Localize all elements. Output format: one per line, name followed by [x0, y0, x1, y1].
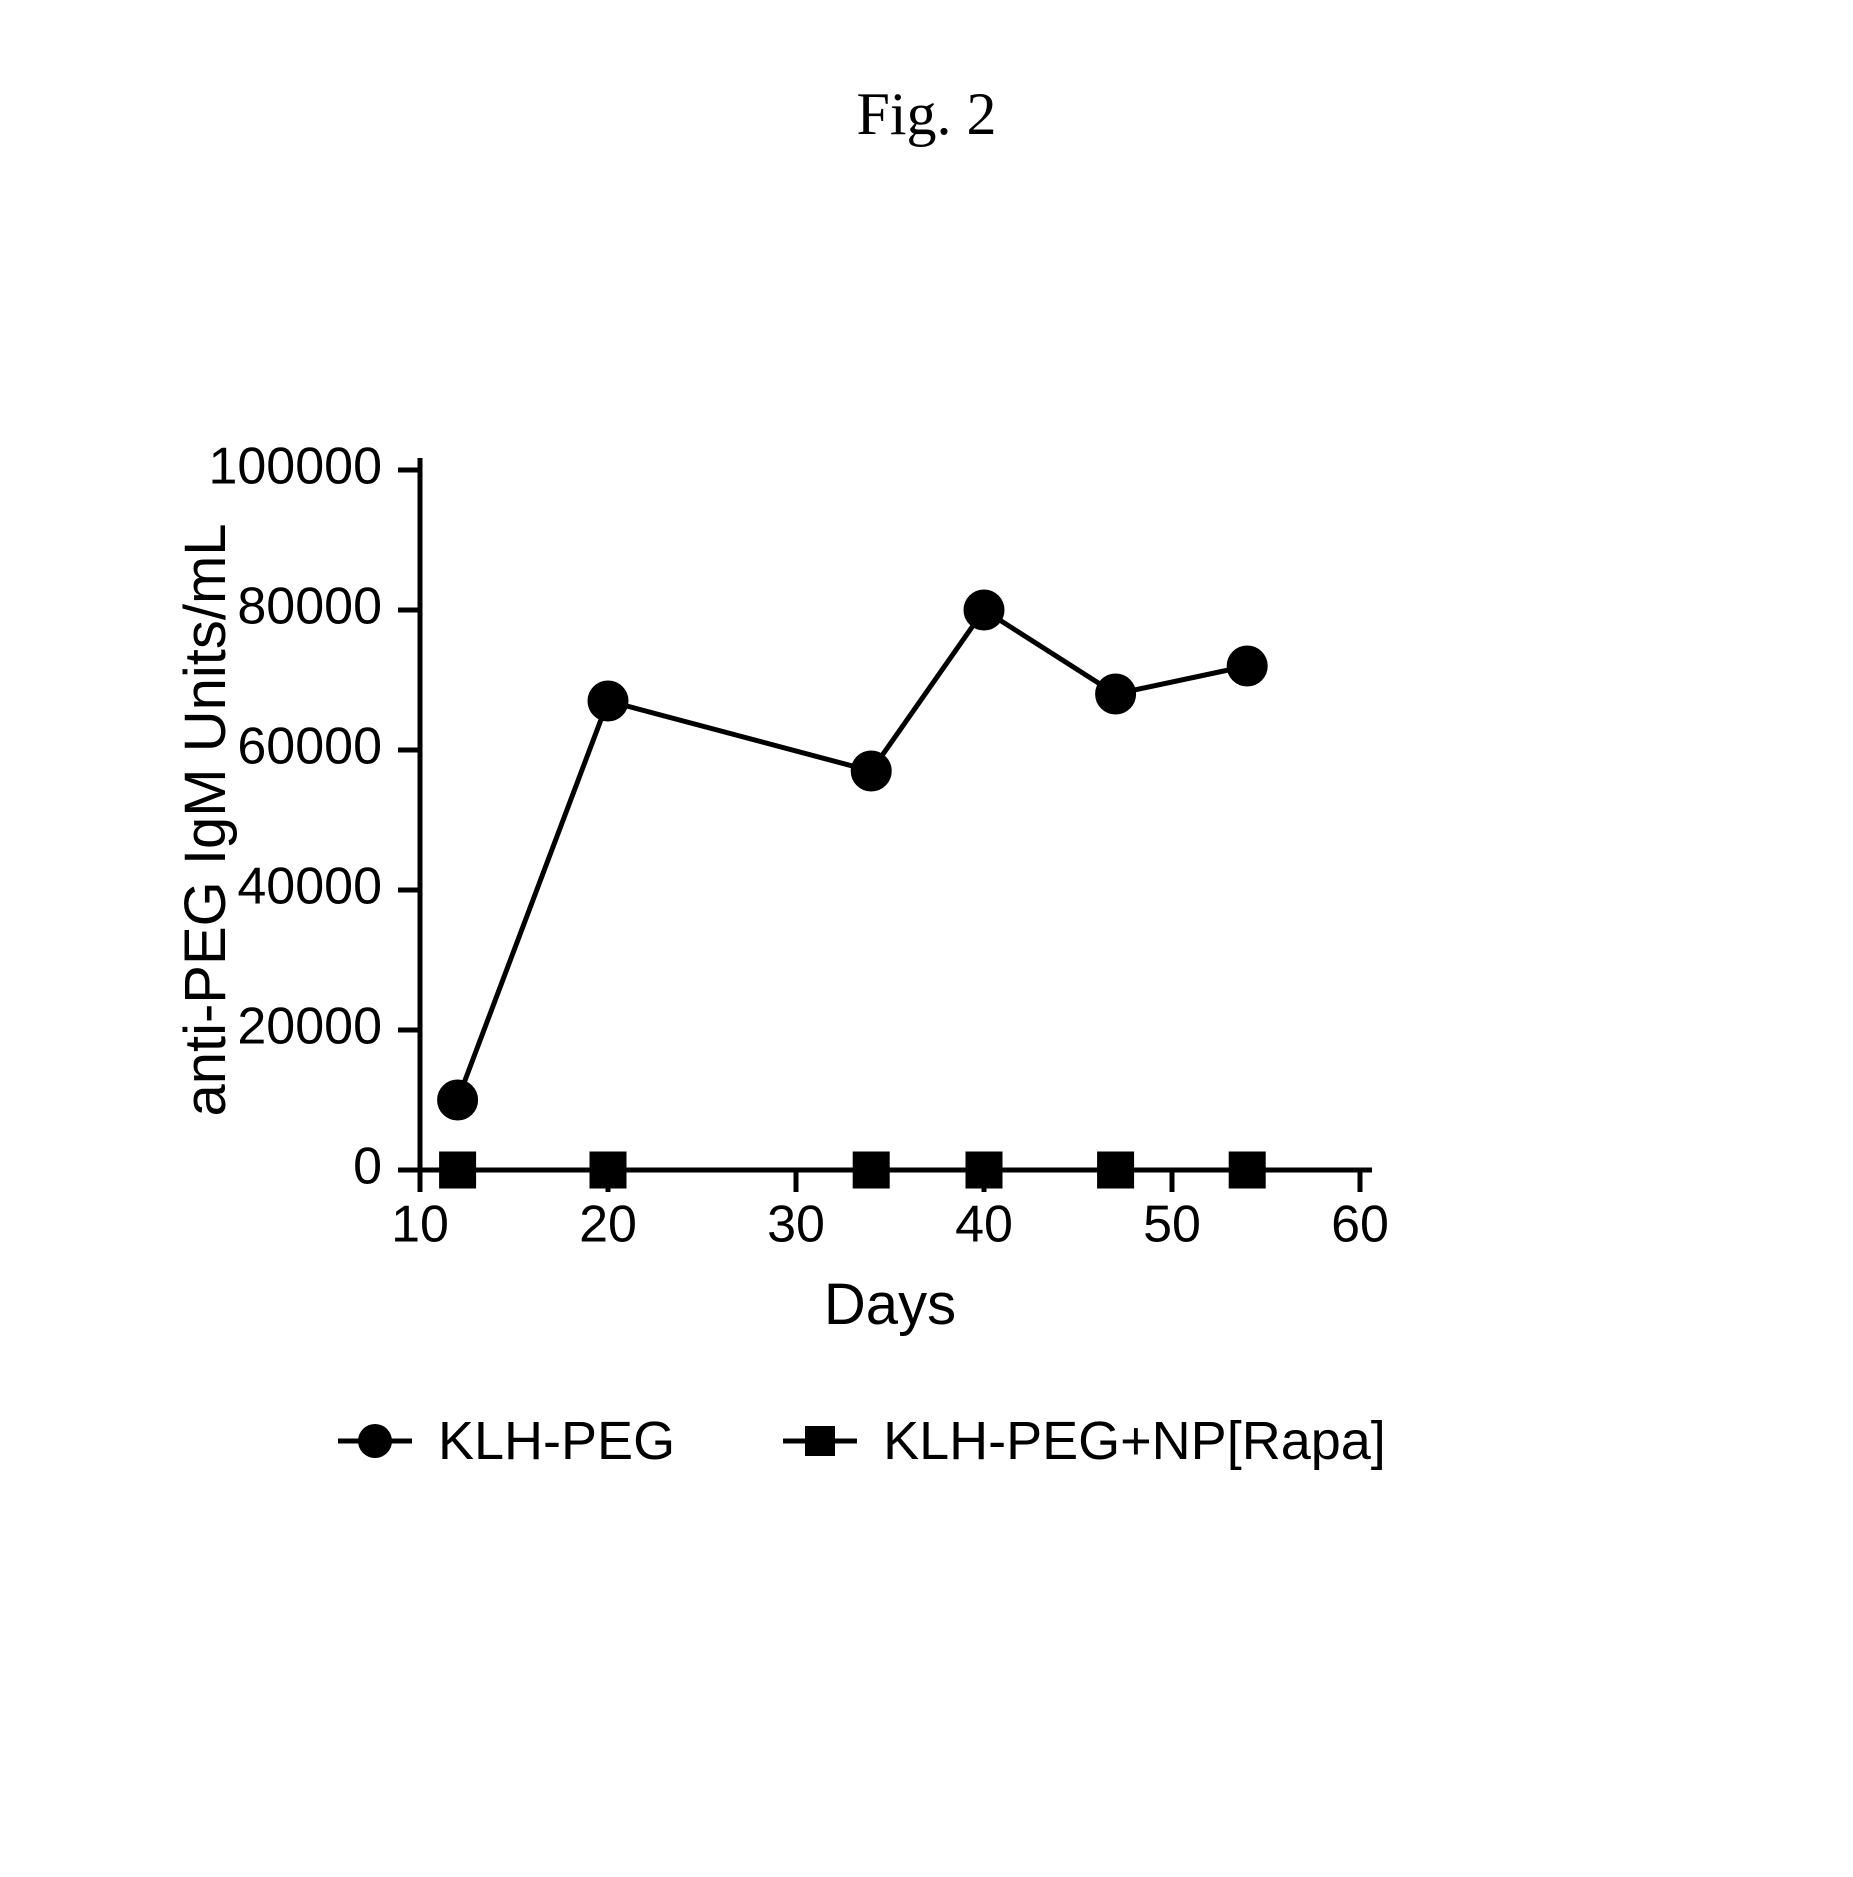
y-tick-label: 40000 — [237, 858, 382, 916]
y-axis-label: anti-PEG IgM Units/mL — [172, 440, 239, 1200]
legend-item: KLH-PEG+NP[Rapa] — [775, 1410, 1386, 1472]
chart-legend: KLH-PEG KLH-PEG+NP[Rapa] — [330, 1410, 1486, 1472]
x-tick-label: 10 — [391, 1195, 449, 1253]
page: Fig. 2 020000400006000080000100000102030… — [0, 0, 1853, 1877]
x-tick-label: 60 — [1331, 1195, 1389, 1253]
series-marker-0 — [438, 1080, 478, 1120]
series-marker-1 — [440, 1152, 476, 1188]
figure-title: Fig. 2 — [0, 80, 1853, 149]
y-tick-label: 60000 — [237, 718, 382, 776]
series-marker-1 — [853, 1152, 889, 1188]
series-marker-0 — [1096, 674, 1136, 714]
legend-label: KLH-PEG+NP[Rapa] — [883, 1410, 1386, 1472]
x-tick-label: 40 — [955, 1195, 1013, 1253]
x-tick-label: 50 — [1143, 1195, 1201, 1253]
series-marker-1 — [590, 1152, 626, 1188]
y-tick-label: 0 — [353, 1138, 382, 1196]
x-tick-label: 30 — [767, 1195, 825, 1253]
y-tick-label: 20000 — [237, 998, 382, 1056]
x-tick-label: 20 — [579, 1195, 637, 1253]
circle-marker-icon — [330, 1416, 420, 1466]
series-marker-0 — [588, 681, 628, 721]
series-marker-1 — [1098, 1152, 1134, 1188]
legend-label: KLH-PEG — [438, 1410, 675, 1472]
y-tick-label: 80000 — [237, 578, 382, 636]
x-axis-label: Days — [690, 1271, 1090, 1338]
series-marker-1 — [966, 1152, 1002, 1188]
series-marker-1 — [1229, 1152, 1265, 1188]
series-marker-0 — [1227, 646, 1267, 686]
square-marker-icon — [775, 1416, 865, 1466]
legend-item: KLH-PEG — [330, 1410, 675, 1472]
series-marker-0 — [851, 751, 891, 791]
series-marker-0 — [964, 590, 1004, 630]
